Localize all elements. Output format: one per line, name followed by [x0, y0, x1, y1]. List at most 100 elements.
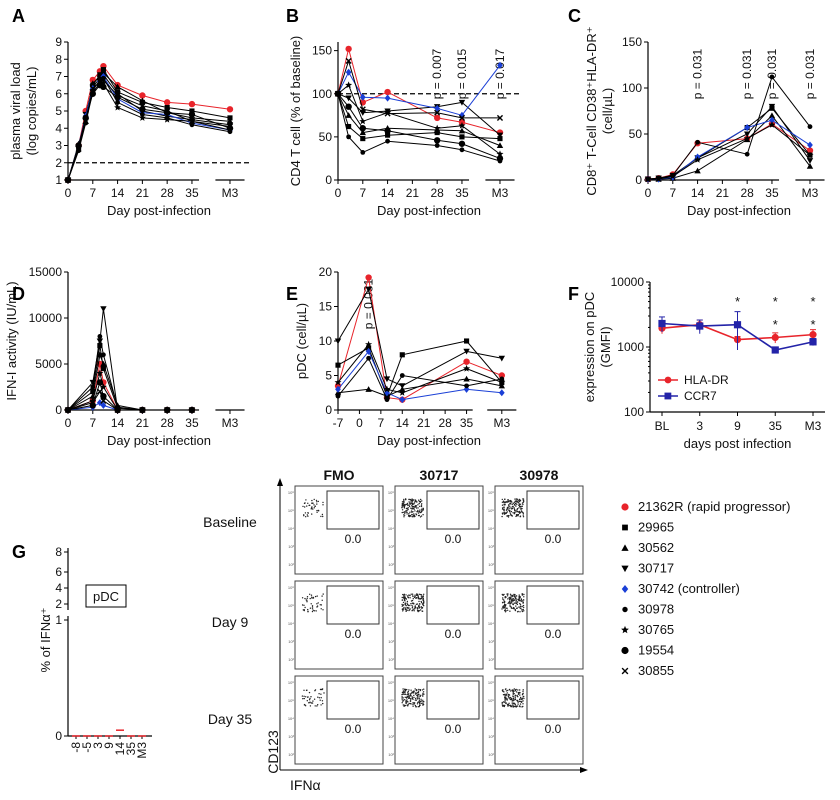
flow-event — [416, 697, 418, 699]
flow-event — [507, 515, 509, 517]
flow-tick-label: 10⁴ — [288, 526, 294, 531]
flow-event — [420, 593, 422, 596]
flow-event — [308, 702, 310, 704]
data-point — [433, 114, 441, 122]
x-tick-label: M3 — [802, 186, 819, 200]
flow-event — [422, 691, 425, 693]
legend-marker — [622, 606, 628, 613]
legend-marker — [621, 565, 629, 573]
data-point — [809, 331, 817, 339]
flow-tick-label: 10² — [488, 562, 494, 567]
flow-event — [514, 695, 516, 697]
flow-x-arrow — [580, 767, 588, 773]
flow-event — [314, 690, 316, 692]
flow-event — [402, 601, 405, 604]
flow-event — [517, 703, 519, 705]
flow-event — [501, 704, 503, 706]
flow-event — [511, 594, 514, 597]
flow-event — [406, 513, 408, 515]
flow-event — [516, 515, 518, 517]
flow-event — [509, 510, 511, 512]
panel-f: 100 1000 10000 BL 3 9 35 M3 days post infection e… — [568, 275, 825, 451]
flow-event — [423, 701, 425, 703]
flow-event — [514, 608, 516, 611]
flow-event — [407, 515, 410, 517]
flow-plot-frame — [394, 580, 484, 670]
flow-event — [406, 688, 408, 691]
flow-event — [509, 696, 511, 699]
flow-event — [319, 688, 322, 691]
x-tick-label: 28 — [438, 416, 452, 430]
flow-event — [410, 507, 412, 509]
flow-event — [501, 701, 503, 704]
flow-event — [519, 515, 522, 517]
flow-event — [404, 512, 406, 514]
panel-label: A — [12, 6, 25, 26]
flow-tick-label: 10⁶ — [288, 490, 294, 495]
flow-event — [411, 696, 414, 698]
x-axis-label: Day post-infection — [377, 433, 481, 448]
flow-event — [421, 689, 424, 691]
flow-tick-label: 10³ — [388, 734, 394, 739]
series-line — [67, 75, 193, 181]
data-point — [100, 76, 107, 84]
flow-event — [410, 503, 412, 505]
flow-event — [401, 501, 404, 503]
flow-tick-label: 10³ — [288, 544, 294, 549]
flow-y-arrow — [277, 478, 283, 486]
flow-event — [503, 509, 505, 512]
flow-event — [402, 511, 404, 513]
series-link-m3 — [771, 106, 811, 161]
data-point — [384, 109, 392, 116]
flow-event — [522, 499, 525, 502]
data-point — [100, 83, 107, 91]
data-point — [346, 134, 352, 140]
flow-event — [311, 605, 314, 607]
x-tick-label: 0 — [65, 416, 72, 430]
flow-event — [420, 498, 422, 501]
flow-event — [413, 703, 416, 705]
flow-event — [319, 699, 321, 701]
gate-value: 0.0 — [445, 627, 462, 641]
flow-event — [322, 702, 324, 705]
flow-event — [523, 697, 525, 700]
flow-event — [411, 516, 413, 518]
flow-event — [403, 499, 405, 501]
flow-event — [513, 594, 515, 597]
panel-label: B — [286, 6, 299, 26]
flow-event — [512, 699, 514, 702]
flow-event — [409, 608, 411, 610]
flow-event — [417, 610, 419, 613]
flow-event — [521, 507, 523, 510]
flow-event — [507, 501, 510, 503]
flow-event — [514, 511, 516, 514]
flow-event — [411, 499, 413, 502]
flow-event — [316, 595, 318, 597]
flow-event — [519, 607, 521, 609]
y-axis-label: CD4 T cell (% of baseline) — [288, 36, 303, 187]
y-tick-label: 0 — [325, 403, 332, 417]
x-tick-label: 28 — [160, 416, 174, 430]
flow-event — [320, 704, 322, 706]
legend-label: 30855 — [638, 663, 674, 678]
flow-event — [419, 501, 421, 503]
flow-event — [417, 593, 419, 595]
y-tick-label: 100 — [624, 405, 644, 419]
flow-event — [511, 702, 513, 704]
flow-event — [422, 699, 424, 701]
flow-event — [422, 694, 424, 696]
flow-event — [407, 508, 409, 511]
flow-event — [408, 607, 410, 609]
flow-event — [407, 696, 409, 698]
flow-event — [510, 705, 512, 708]
flow-event — [408, 502, 411, 504]
y-tick-label: 15 — [319, 300, 333, 314]
series-link-m3 — [461, 125, 501, 155]
flow-event — [311, 606, 314, 608]
flow-event — [522, 604, 525, 607]
flow-event — [510, 598, 512, 601]
flow-event — [423, 605, 425, 607]
series-link-m3 — [191, 124, 231, 133]
flow-event — [516, 705, 519, 707]
axis-break — [66, 610, 71, 616]
